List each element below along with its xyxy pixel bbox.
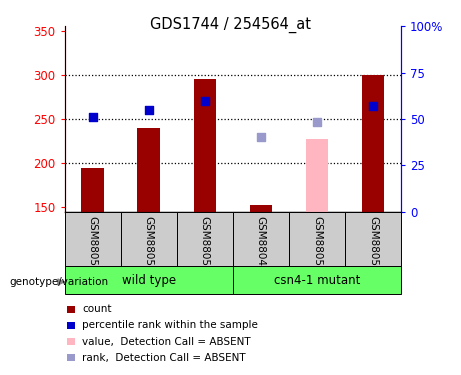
Bar — [233, 266, 401, 294]
Bar — [67, 338, 75, 345]
Point — [257, 134, 265, 140]
Bar — [65, 212, 121, 266]
Text: GSM88049: GSM88049 — [256, 216, 266, 273]
Text: GSM88051: GSM88051 — [368, 216, 378, 273]
Point — [201, 98, 208, 104]
Text: GDS1744 / 254564_at: GDS1744 / 254564_at — [150, 17, 311, 33]
Bar — [67, 322, 75, 329]
Bar — [362, 75, 384, 212]
Bar — [177, 212, 233, 266]
Point — [369, 103, 377, 109]
Text: percentile rank within the sample: percentile rank within the sample — [82, 321, 258, 330]
Text: genotype/variation: genotype/variation — [9, 277, 108, 287]
Bar — [137, 128, 160, 212]
Text: GSM88056: GSM88056 — [144, 216, 154, 273]
Point — [313, 119, 321, 125]
Bar — [65, 266, 233, 294]
Point — [89, 114, 96, 120]
Text: GSM88055: GSM88055 — [88, 216, 98, 273]
Point — [145, 107, 152, 113]
Text: count: count — [82, 304, 112, 314]
Text: GSM88057: GSM88057 — [200, 216, 210, 273]
Bar — [289, 212, 345, 266]
Bar — [67, 306, 75, 313]
Bar — [121, 212, 177, 266]
Bar — [233, 212, 289, 266]
Bar — [345, 212, 401, 266]
Text: value,  Detection Call = ABSENT: value, Detection Call = ABSENT — [82, 337, 251, 346]
Text: csn4-1 mutant: csn4-1 mutant — [274, 274, 360, 287]
Bar — [194, 79, 216, 212]
Bar — [67, 354, 75, 361]
Bar — [82, 168, 104, 212]
Text: wild type: wild type — [122, 274, 176, 287]
Text: rank,  Detection Call = ABSENT: rank, Detection Call = ABSENT — [82, 353, 246, 363]
Text: GSM88050: GSM88050 — [312, 216, 322, 273]
Bar — [306, 138, 328, 212]
Bar — [250, 205, 272, 212]
